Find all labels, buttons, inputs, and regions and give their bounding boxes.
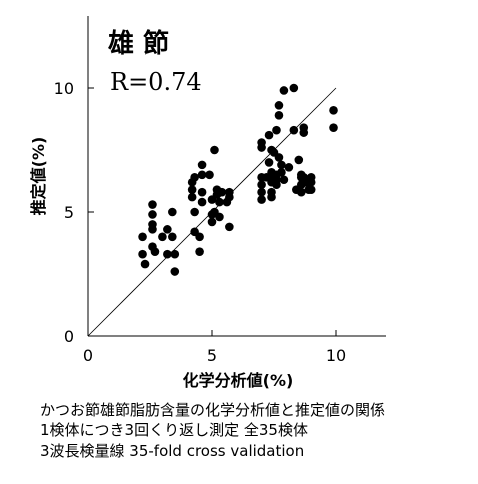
data-point [274,110,284,120]
data-point [289,83,299,93]
data-point [150,247,160,256]
data-point [195,247,204,256]
data-point [217,187,227,197]
data-point [215,212,224,222]
x-tick-label: 0 [83,346,93,365]
data-point [195,232,204,242]
data-point [267,192,276,202]
data-point [294,155,304,165]
data-point [187,185,197,194]
data-point [168,207,177,217]
data-point [289,125,299,135]
chart-axes [87,16,386,337]
data-point [158,232,167,242]
data-point [329,106,338,115]
data-point [306,185,316,194]
y-tick-label: 5 [64,203,74,222]
chart-title: 雄 節 [107,28,169,59]
data-point [210,145,219,155]
x-axis-label: 化学分析値(%) [183,371,294,390]
y-axis-label: 推定値(%) [29,137,48,216]
data-point [277,160,286,170]
data-point [257,195,266,204]
data-point [138,249,147,259]
data-point [272,180,281,190]
data-point [329,123,338,132]
data-point [148,210,157,219]
data-point [225,187,234,197]
x-tick-label: 10 [326,346,346,365]
data-point [187,192,197,202]
data-point [257,180,266,190]
y-tick-label: 0 [64,327,74,346]
data-point [284,163,294,172]
data-point [197,160,207,170]
data-point [207,217,217,227]
data-point [274,153,284,162]
data-point [197,197,207,207]
data-point [140,259,150,269]
data-point [272,125,281,135]
data-points [138,83,338,276]
data-point [257,143,266,152]
y-tick-label: 10 [54,79,74,98]
data-point [225,222,234,232]
data-point [264,130,274,140]
data-point [197,187,207,197]
data-point [148,200,157,209]
data-point [148,225,157,234]
data-point [170,267,180,276]
x-tick-label: 5 [207,346,217,365]
axis-ticks: 0 5 10 0 5 10 [54,79,347,365]
correlation-annotation: R=0.74 [110,68,202,96]
data-point [190,172,199,182]
data-point [205,170,214,180]
data-point [299,128,309,137]
data-point [274,101,284,110]
data-point [264,158,274,167]
data-point [197,170,207,180]
data-point [190,207,199,217]
data-point [296,187,306,197]
caption-line-3: 3波長検量線 35-fold cross validation [40,442,305,460]
data-point [170,249,180,259]
caption-line-2: 1検体につき3回くり返し測定 全35検体 [40,421,308,439]
data-point [277,168,286,177]
data-point [163,225,172,234]
data-point [215,197,224,207]
data-point [306,177,316,187]
caption-line-1: かつお節雄節脂肪含量の化学分析値と推定値の関係 [40,401,386,419]
data-point [138,232,147,242]
data-point [168,232,177,242]
data-point [257,187,266,197]
data-point [279,175,289,185]
data-point [163,249,172,259]
data-point [279,86,289,95]
